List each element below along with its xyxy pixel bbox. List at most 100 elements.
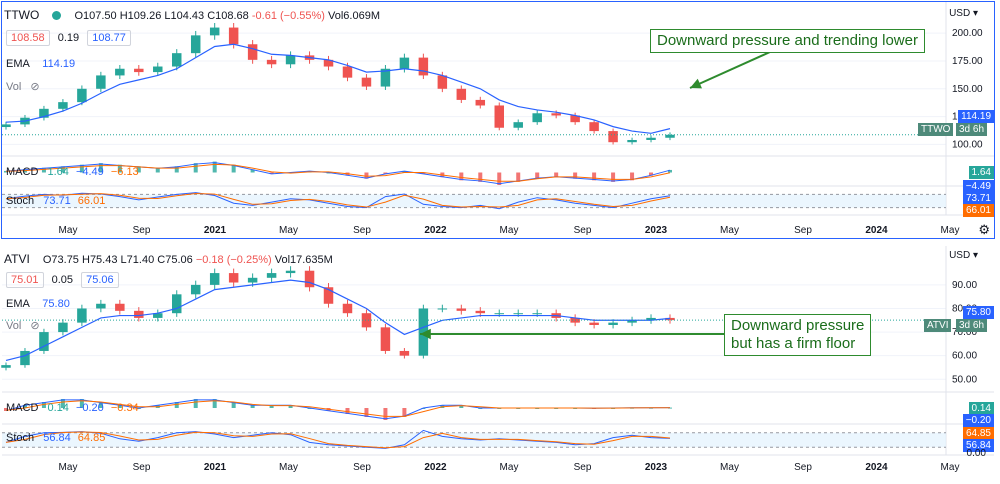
candle-body xyxy=(475,310,486,314)
macd-histogram-bar xyxy=(383,408,388,420)
currency-selector[interactable]: USD ▾ xyxy=(949,250,978,261)
macd-histogram-bar xyxy=(516,172,521,182)
change-value: -0.61 (−0.55%) xyxy=(251,10,325,22)
candle-body xyxy=(608,131,618,143)
atvi-chart-canvas[interactable]: 90.0080.0070.0060.0050.00MaySep2021MaySe… xyxy=(0,244,1000,484)
macd-histogram-bar xyxy=(288,405,293,408)
ttwo-chart-canvas[interactable]: 200.00175.00150.00125.00100.00MaySep2021… xyxy=(0,0,1000,242)
time-axis-label: Sep xyxy=(133,462,151,473)
macd-histogram-bar xyxy=(459,405,464,408)
stoch-legend[interactable]: Stoch 56.84 64.85 xyxy=(6,432,105,444)
ema-line xyxy=(5,279,671,361)
macd-legend[interactable]: MACD 0.14 −0.20 −0.34 xyxy=(6,402,139,414)
macd-histogram-bar xyxy=(60,166,65,173)
stoch-k-tag: 73.71 xyxy=(962,192,994,205)
macd-label: MACD xyxy=(6,402,39,414)
macd-histogram-bar xyxy=(193,399,198,408)
stoch-k-line xyxy=(5,192,671,210)
hide-eye-icon[interactable]: ⊘ xyxy=(30,81,40,93)
time-axis-label: 2021 xyxy=(204,462,227,473)
hide-eye-icon[interactable]: ⊘ xyxy=(30,320,40,332)
macd-histogram-bar xyxy=(402,170,407,173)
price-tick-label: 60.00 xyxy=(952,351,977,362)
annotation-bottom-arrow-head xyxy=(420,328,431,340)
time-axis-label: May xyxy=(941,462,960,473)
bid-price[interactable]: 75.01 xyxy=(6,272,44,288)
atvi-chart-pane[interactable]: 90.0080.0070.0060.0050.00MaySep2021MaySe… xyxy=(0,244,1000,484)
settings-gear-icon[interactable]: ⚙ xyxy=(978,222,990,237)
macd-histogram-bar xyxy=(421,172,426,175)
time-axis-label: 2024 xyxy=(865,462,888,473)
candle-body xyxy=(77,308,87,323)
macd-histogram-bar xyxy=(117,405,122,408)
time-axis-label: Sep xyxy=(574,462,592,473)
macd-line-value: −4.49 xyxy=(75,166,104,178)
macd-histogram-bar xyxy=(497,172,502,185)
market-status-icon xyxy=(52,11,62,20)
candle-body xyxy=(361,77,372,87)
ema-legend[interactable]: EMA 114.19 xyxy=(6,58,75,70)
ema-price-tag: 75.80 xyxy=(962,306,994,319)
candle-body xyxy=(228,273,239,283)
bid-ask-row: 108.58 0.19 108.77 xyxy=(6,30,131,46)
candle-body xyxy=(153,313,163,318)
macd-histogram-bar xyxy=(402,408,407,417)
bid-ask-row: 75.01 0.05 75.06 xyxy=(6,272,119,288)
ema-legend[interactable]: EMA 75.80 xyxy=(6,298,70,310)
annotation-bottom-line2: but has a firm floor xyxy=(731,335,856,352)
annotation-top-arrow-head xyxy=(690,78,702,89)
symbol-label[interactable]: ATVI xyxy=(4,252,30,266)
macd-tag: 1.64 xyxy=(968,166,994,179)
ask-price[interactable]: 75.06 xyxy=(81,272,119,288)
stoch-legend[interactable]: Stoch 73.71 66.01 xyxy=(6,195,105,207)
candle-body xyxy=(342,303,353,314)
candle-body xyxy=(58,322,68,333)
low-value: L104.43 xyxy=(164,10,205,22)
candle-body xyxy=(570,115,580,123)
macd-histogram-bar xyxy=(22,405,27,408)
stoch-label: Stoch xyxy=(6,195,35,207)
candle-body xyxy=(96,303,106,309)
ttwo-chart-pane[interactable]: 200.00175.00150.00125.00100.00MaySep2021… xyxy=(0,0,1000,242)
candle-body xyxy=(39,332,49,351)
time-axis-label: May xyxy=(500,462,519,473)
macd-histogram-bar xyxy=(649,172,654,176)
macd-histogram-bar xyxy=(364,408,369,417)
macd-legend[interactable]: MACD 1.64 −4.49 −6.13 xyxy=(6,166,139,178)
macd-histogram-bar xyxy=(573,172,578,179)
vol-legend[interactable]: Vol ⊘ xyxy=(6,319,40,332)
time-axis-label: Sep xyxy=(794,225,812,236)
candle-body xyxy=(361,313,372,328)
candle-body xyxy=(342,66,353,78)
ema-label: EMA xyxy=(6,298,30,310)
vol-legend[interactable]: Vol ⊘ xyxy=(6,80,40,93)
candle-body xyxy=(456,88,467,100)
stoch-d-line xyxy=(5,193,671,208)
candle-body xyxy=(247,44,258,60)
macd-line-value: −0.20 xyxy=(75,402,104,414)
candle-body xyxy=(209,27,220,36)
currency-selector[interactable]: USD ▾ xyxy=(949,8,978,19)
ttwo-legend: TTWO O107.50 H109.26 L104.43 C108.68 -0.… xyxy=(4,8,380,22)
candle-body xyxy=(399,57,410,69)
macd-histogram-bar xyxy=(4,408,8,411)
stoch-k-tag: 56.84 xyxy=(962,439,994,452)
macd-histogram-bar xyxy=(193,163,198,173)
candle-body xyxy=(627,139,637,143)
macd-hist-value: 0.14 xyxy=(47,402,69,414)
macd-signal-line xyxy=(5,400,671,417)
time-axis-label: Sep xyxy=(353,225,371,236)
ask-price[interactable]: 108.77 xyxy=(87,30,131,46)
candle-body xyxy=(323,287,334,304)
symbol-tag-text: TTWO xyxy=(921,124,951,135)
symbol-label[interactable]: TTWO xyxy=(4,8,40,22)
bid-price[interactable]: 108.58 xyxy=(6,30,50,46)
macd-histogram-bar xyxy=(554,172,559,178)
candle-body xyxy=(153,66,163,73)
candle-body xyxy=(513,122,523,128)
candle-body xyxy=(646,137,656,140)
currency-label: USD xyxy=(949,250,971,261)
high-value: H109.26 xyxy=(119,10,162,22)
macd-tag: 0.14 xyxy=(968,402,994,415)
